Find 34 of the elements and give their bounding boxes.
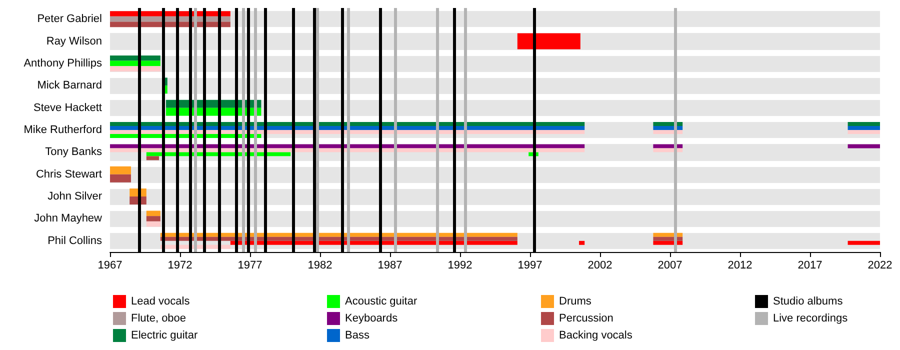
y-tick-label: John Mayhew xyxy=(34,212,102,225)
legend-label: Backing vocals xyxy=(559,330,633,342)
x-tick-label: 1982 xyxy=(308,260,332,272)
y-tick-label: Anthony Phillips xyxy=(24,57,102,70)
x-tick-label: 1997 xyxy=(518,260,542,272)
legend-label: Studio albums xyxy=(773,296,844,308)
x-tick-label: 2017 xyxy=(798,260,822,272)
x-tick-label: 2012 xyxy=(728,260,752,272)
legend-label: Drums xyxy=(559,296,592,308)
y-tick-label: Mick Barnard xyxy=(37,80,102,92)
y-tick-label: Steve Hackett xyxy=(34,102,102,114)
y-tick-label: Chris Stewart xyxy=(36,168,102,180)
x-tick-label: 2002 xyxy=(588,260,612,272)
x-tick-label: 1977 xyxy=(238,260,262,272)
legend-label: Acoustic guitar xyxy=(345,296,418,308)
legend-label: Bass xyxy=(345,330,370,342)
y-tick-label: Mike Rutherford xyxy=(24,124,102,136)
y-tick-label: Phil Collins xyxy=(48,234,102,247)
legend-label: Electric guitar xyxy=(131,330,198,342)
y-tick-label: John Silver xyxy=(48,190,102,203)
legend-label: Keyboards xyxy=(345,312,398,324)
legend-label: Live recordings xyxy=(773,312,848,324)
x-tick-label: 1987 xyxy=(378,260,402,272)
x-tick-label: 2022 xyxy=(868,260,892,272)
x-tick-label: 1972 xyxy=(168,260,192,272)
legend-label: Lead vocals xyxy=(131,296,190,308)
y-tick-label: Ray Wilson xyxy=(46,35,102,48)
y-tick-label: Peter Gabriel xyxy=(37,13,102,26)
x-tick-label: 1967 xyxy=(98,260,122,272)
x-tick-label: 1992 xyxy=(448,260,472,272)
y-tick-label: Tony Banks xyxy=(45,146,102,158)
legend-label: Flute, oboe xyxy=(131,312,186,324)
legend-label: Percussion xyxy=(559,312,614,324)
x-tick-label: 2007 xyxy=(658,260,682,272)
